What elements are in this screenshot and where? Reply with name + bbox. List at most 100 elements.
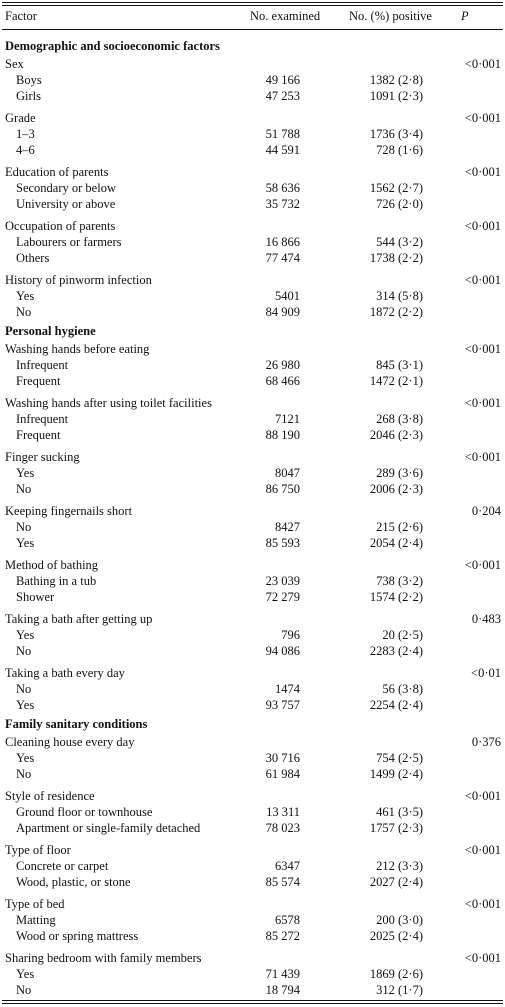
examined: 23 039 (265, 574, 300, 588)
examined: 6578 (275, 913, 300, 927)
positive: 754 (2·5) (376, 751, 423, 765)
examined: 72 279 (265, 590, 300, 604)
level: Yes (16, 698, 35, 712)
level: Labourers or farmers (16, 235, 122, 249)
rule (2, 5, 503, 6)
examined: 5401 (275, 289, 300, 303)
factor: Cleaning house every day (5, 735, 135, 749)
level: Infrequent (16, 358, 69, 372)
factor: Finger sucking (5, 450, 80, 464)
factor: Method of bathing (5, 558, 99, 572)
positive: 2283 (2·4) (369, 644, 423, 658)
p-value: 0·204 (471, 504, 501, 518)
factor: Sex (5, 57, 24, 71)
level: 4–6 (16, 143, 35, 157)
section-title: Demographic and socioeconomic factors (5, 39, 220, 53)
examined: 47 253 (265, 89, 300, 103)
level: Yes (16, 628, 35, 642)
p-value: <0·001 (464, 57, 501, 71)
rule (2, 1000, 503, 1001)
level: Ground floor or townhouse (16, 805, 153, 819)
examined: 16 866 (265, 235, 300, 249)
positive: 1574 (2·2) (369, 590, 423, 604)
positive: 544 (3·2) (376, 235, 423, 249)
examined: 796 (281, 628, 300, 642)
level: Frequent (16, 374, 61, 388)
positive: 1382 (2·8) (369, 73, 423, 87)
positive: 200 (3·0) (376, 913, 423, 927)
factor: Sharing bedroom with family members (5, 951, 202, 965)
examined: 94 086 (265, 644, 300, 658)
examined: 6347 (275, 859, 300, 873)
level: Concrete or carpet (16, 859, 109, 873)
factor: Education of parents (5, 165, 109, 179)
examined: 85 272 (265, 929, 300, 943)
level: No (16, 644, 32, 658)
p-value: <0·001 (464, 165, 501, 179)
examined: 44 591 (265, 143, 300, 157)
positive: 728 (1·6) (376, 143, 423, 157)
positive: 56 (3·8) (382, 682, 423, 696)
examined: 35 732 (265, 197, 300, 211)
level: Wood or spring mattress (16, 929, 139, 943)
positive: 2027 (2·4) (369, 875, 423, 889)
examined: 84 909 (265, 305, 300, 319)
p-value: <0·001 (464, 897, 501, 911)
level: Matting (16, 913, 56, 927)
p-value: <0·001 (464, 558, 501, 572)
rule (2, 2, 503, 3)
positive: 1869 (2·6) (369, 967, 423, 981)
positive: 314 (5·8) (376, 289, 423, 303)
level: Yes (16, 466, 35, 480)
p-value: <0·001 (464, 219, 501, 233)
p-value: 0·376 (471, 735, 501, 749)
positive: 289 (3·6) (376, 466, 423, 480)
level: Infrequent (16, 412, 69, 426)
p-value: <0·001 (464, 342, 501, 356)
level: No (16, 305, 32, 319)
positive: 2254 (2·4) (369, 698, 423, 712)
level: Apartment or single-family detached (16, 821, 201, 835)
level: No (16, 682, 32, 696)
positive: 1562 (2·7) (369, 181, 423, 195)
factor: Style of residence (5, 789, 95, 803)
examined: 51 788 (265, 127, 300, 141)
examined: 30 716 (265, 751, 300, 765)
factor: Type of bed (5, 897, 65, 911)
positive: 845 (3·1) (376, 358, 423, 372)
p-value: <0·01 (471, 666, 501, 680)
level: Others (16, 251, 50, 265)
examined: 49 166 (265, 73, 300, 87)
examined: 88 190 (265, 428, 300, 442)
level: No (16, 482, 32, 496)
positive: 726 (2·0) (376, 197, 423, 211)
positive: 1091 (2·3) (369, 89, 423, 103)
positive: 738 (3·2) (376, 574, 423, 588)
examined: 77 474 (265, 251, 300, 265)
examined: 13 311 (266, 805, 300, 819)
section-title: Personal hygiene (5, 324, 96, 338)
section-title: Family sanitary conditions (5, 717, 148, 731)
examined: 26 980 (265, 358, 300, 372)
positive: 461 (3·5) (376, 805, 423, 819)
factor: Washing hands before eating (5, 342, 150, 356)
level: No (16, 767, 32, 781)
factor: History of pinworm infection (5, 273, 152, 287)
p-value: <0·001 (464, 789, 501, 803)
p-value: 0·483 (471, 612, 501, 626)
factor: Occupation of parents (5, 219, 116, 233)
p-value: <0·001 (464, 111, 501, 125)
factor: Type of floor (5, 843, 71, 857)
positive: 1738 (2·2) (369, 251, 423, 265)
p-value: <0·001 (464, 843, 501, 857)
examined: 61 984 (265, 767, 300, 781)
examined: 7121 (275, 412, 300, 426)
positive: 312 (1·7) (376, 983, 423, 997)
p-value: <0·001 (464, 450, 501, 464)
column-header: No. examined (250, 9, 321, 23)
examined: 85 593 (265, 536, 300, 550)
level: 1–3 (16, 127, 35, 141)
examined: 68 466 (265, 374, 300, 388)
positive: 2006 (2·3) (369, 482, 423, 496)
level: Girls (16, 89, 41, 103)
